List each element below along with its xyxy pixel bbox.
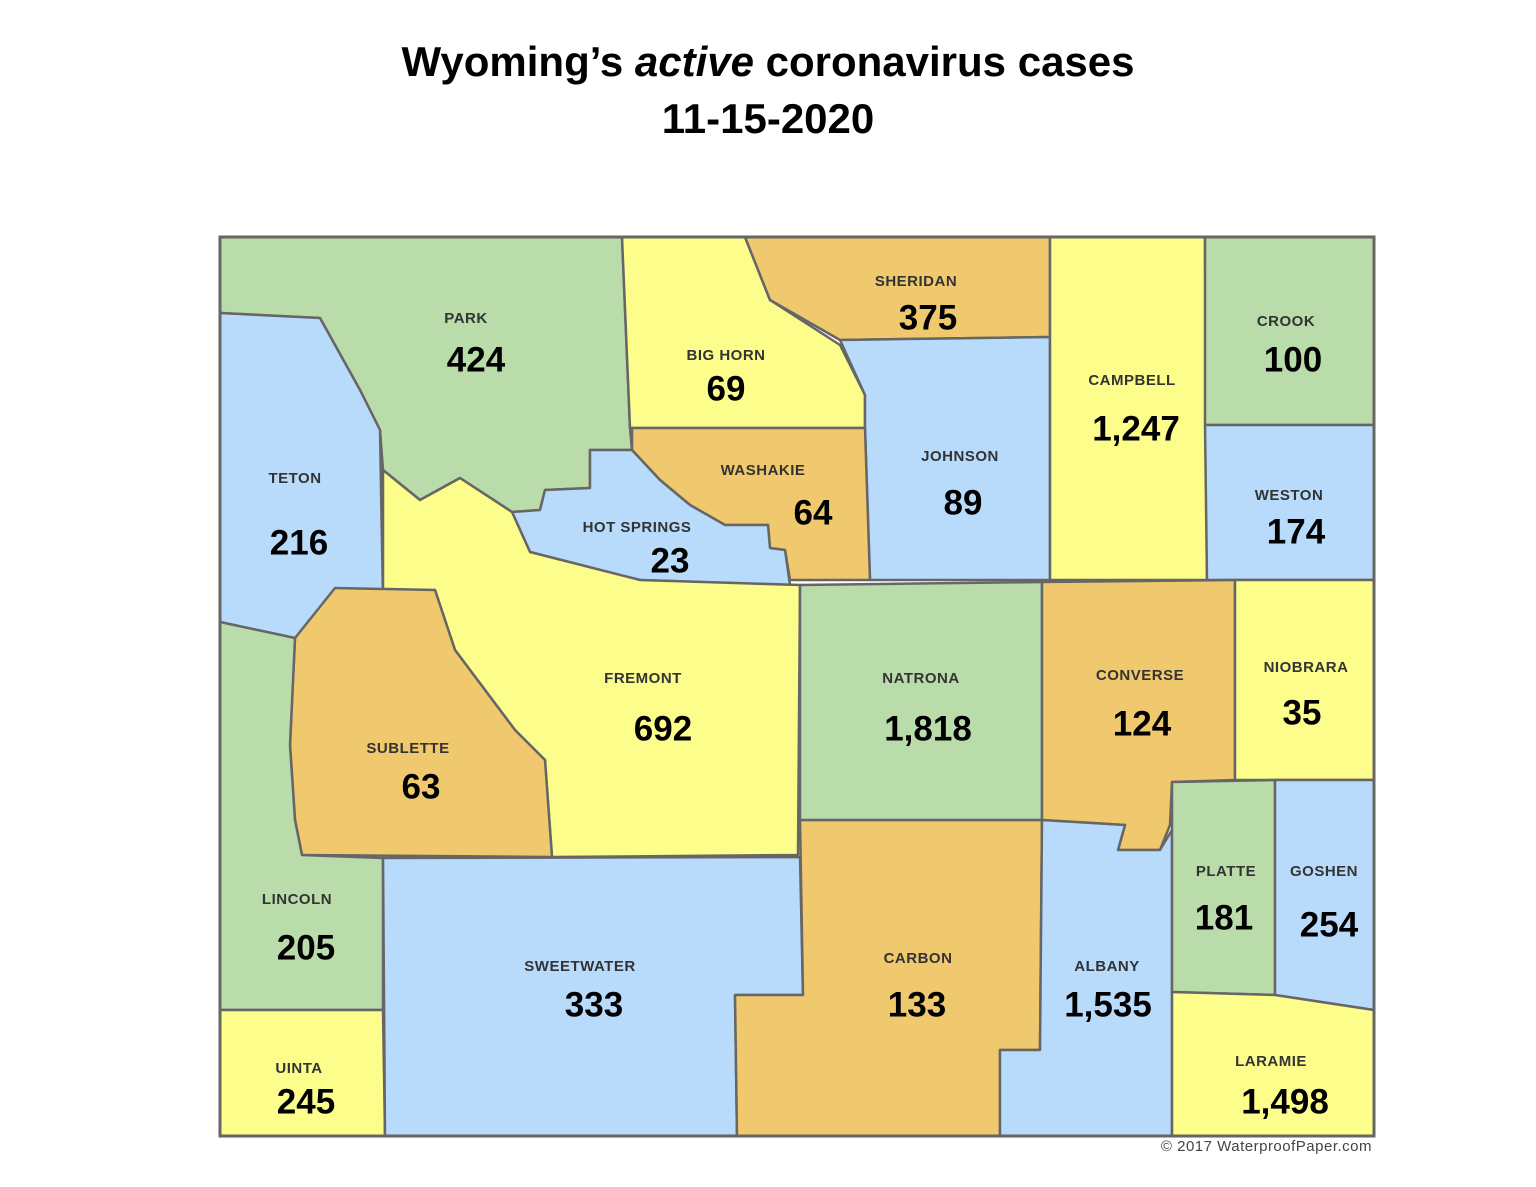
county-cases: 205 bbox=[277, 928, 335, 967]
county-cases: 333 bbox=[565, 985, 623, 1024]
county-name: CARBON bbox=[884, 950, 953, 967]
county-name: GOSHEN bbox=[1290, 863, 1358, 880]
county-cases: 216 bbox=[270, 523, 328, 562]
county-cases: 64 bbox=[794, 493, 833, 532]
county-cases: 181 bbox=[1195, 898, 1253, 937]
county-cases: 1,498 bbox=[1241, 1082, 1329, 1121]
county-cases: 245 bbox=[277, 1082, 335, 1121]
county-shape bbox=[798, 580, 1044, 822]
county-shape bbox=[510, 448, 792, 587]
county-cases: 63 bbox=[402, 767, 441, 806]
county-name: NIOBRARA bbox=[1264, 659, 1349, 676]
county-name: ALBANY bbox=[1074, 958, 1140, 975]
title-text: Wyoming’s bbox=[402, 38, 635, 85]
county-name: LINCOLN bbox=[262, 891, 332, 908]
county-name: WESTON bbox=[1255, 487, 1324, 504]
county-cases: 23 bbox=[651, 541, 690, 580]
county-cases: 692 bbox=[634, 709, 692, 748]
county-cases: 100 bbox=[1264, 340, 1322, 379]
county-name: WASHAKIE bbox=[721, 462, 806, 479]
county-name: BIG HORN bbox=[687, 347, 766, 364]
county-name: CROOK bbox=[1257, 313, 1315, 330]
county-cases: 133 bbox=[888, 985, 946, 1024]
county-shape bbox=[1233, 578, 1376, 782]
county-name: UINTA bbox=[275, 1060, 322, 1077]
counties bbox=[218, 235, 1376, 1138]
title-emphasis: active bbox=[635, 38, 754, 85]
title-text: coronavirus cases bbox=[754, 38, 1135, 85]
county-cases: 1,247 bbox=[1092, 409, 1180, 448]
county-cases: 124 bbox=[1113, 704, 1172, 743]
county-name: SHERIDAN bbox=[875, 273, 957, 290]
state-border bbox=[218, 235, 1376, 1138]
county-cases: 1,535 bbox=[1064, 985, 1152, 1024]
title: Wyoming’s active coronavirus cases bbox=[402, 38, 1135, 85]
county-name: NATRONA bbox=[882, 670, 959, 687]
county-name: CAMPBELL bbox=[1088, 372, 1175, 389]
county-shape bbox=[1203, 235, 1376, 427]
credit: © 2017 WaterproofPaper.com bbox=[1161, 1138, 1372, 1155]
county-labels: PARK 424 TETON 216 BIG HORN 69 SHERIDAN 375 JOHN… bbox=[262, 273, 1359, 1121]
county-shape bbox=[1273, 778, 1376, 1012]
county-shape bbox=[1170, 778, 1277, 997]
county-name: PLATTE bbox=[1196, 863, 1256, 880]
county-name: JOHNSON bbox=[921, 448, 999, 465]
county-name: HOT SPRINGS bbox=[583, 519, 692, 536]
county-cases: 174 bbox=[1267, 512, 1326, 551]
county-name: SUBLETTE bbox=[366, 740, 449, 757]
county-name: TETON bbox=[268, 470, 321, 487]
county-name: CONVERSE bbox=[1096, 667, 1184, 684]
county-name: SWEETWATER bbox=[524, 958, 635, 975]
county-cases: 1,818 bbox=[884, 709, 972, 748]
county-cases: 35 bbox=[1283, 693, 1322, 732]
county-name: FREMONT bbox=[604, 670, 682, 687]
county-cases: 89 bbox=[944, 483, 983, 522]
county-cases: 375 bbox=[899, 298, 957, 337]
county-cases: 424 bbox=[447, 340, 506, 379]
date: 11-15-2020 bbox=[662, 95, 875, 142]
county-cases: 69 bbox=[707, 369, 746, 408]
county-name: LARAMIE bbox=[1235, 1053, 1307, 1070]
county-name: PARK bbox=[444, 310, 487, 327]
county-cases: 254 bbox=[1300, 905, 1359, 944]
